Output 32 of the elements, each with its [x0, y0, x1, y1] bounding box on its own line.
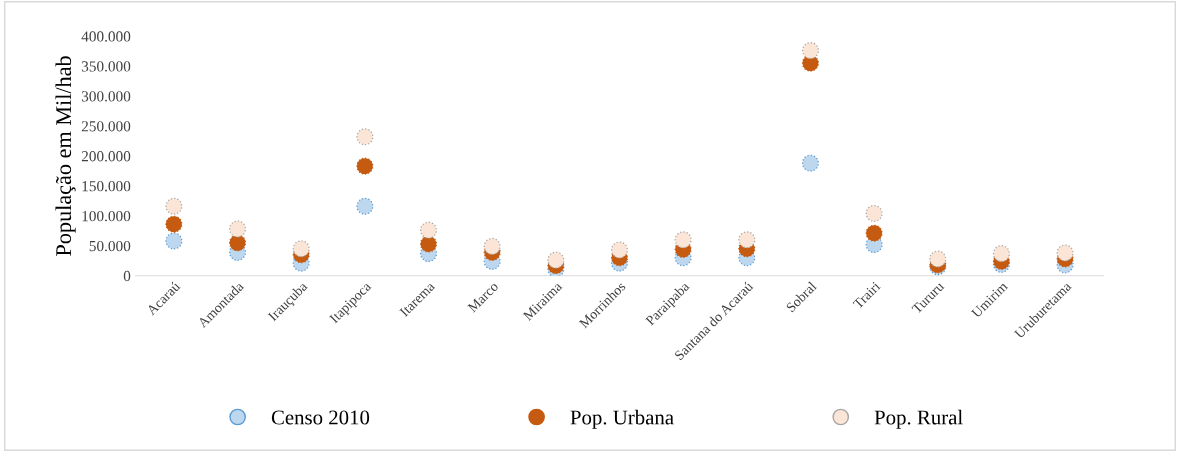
point — [865, 224, 883, 242]
point — [865, 204, 883, 222]
point — [483, 237, 501, 255]
point — [610, 241, 629, 259]
legend-label: Pop. Rural — [874, 409, 963, 429]
point — [165, 215, 183, 233]
point — [292, 240, 310, 258]
point — [419, 221, 438, 239]
point — [801, 154, 820, 172]
point — [1056, 244, 1074, 262]
point — [674, 231, 692, 249]
y-tick-label: 200.000 — [81, 151, 131, 162]
y-tick-label: 50.000 — [89, 240, 131, 252]
y-tick-label: 350.000 — [81, 61, 131, 72]
y-tick-label: 300.000 — [81, 91, 131, 102]
point — [229, 220, 247, 238]
y-tick-label: 150.000 — [82, 181, 131, 192]
point — [165, 232, 183, 250]
point — [165, 197, 183, 215]
y-axis-title: População em Mil/hab — [55, 56, 76, 256]
y-tick-label: 100.000 — [82, 210, 131, 222]
point — [356, 128, 374, 146]
legend-label: Censo 2010 — [271, 410, 370, 425]
point — [356, 197, 374, 215]
point — [738, 231, 756, 249]
point — [929, 250, 947, 268]
legend-label: Pop. Urbana — [570, 409, 674, 429]
point — [356, 157, 374, 175]
point — [547, 251, 565, 269]
y-tick-label: 400.000 — [81, 31, 131, 42]
y-tick-label: 0 — [123, 270, 131, 282]
y-tick-label: 250.000 — [81, 121, 131, 132]
